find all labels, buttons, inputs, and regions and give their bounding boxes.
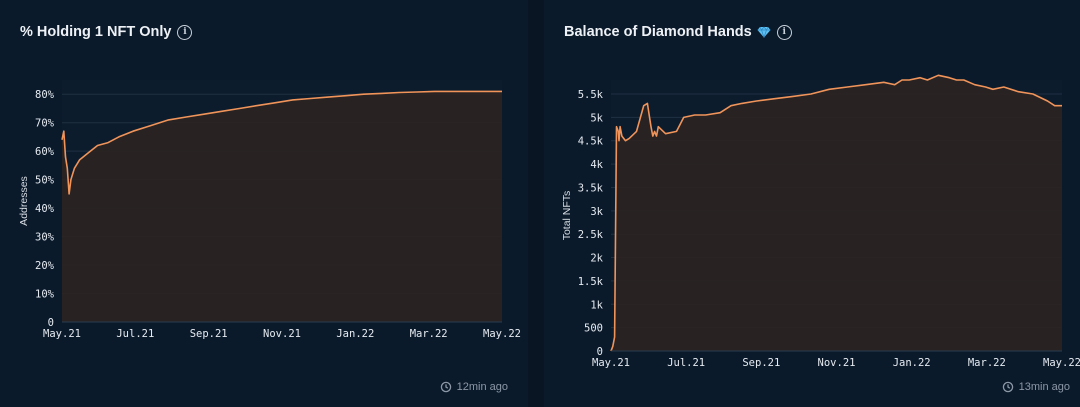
info-icon[interactable]: i [776, 24, 792, 40]
y-tick-label: 30% [35, 232, 55, 244]
y-tick-label: 80% [35, 89, 55, 101]
x-tick-label: Jan.22 [893, 357, 931, 369]
x-tick-label: Mar.22 [968, 357, 1006, 369]
diamond-gem-icon [757, 26, 771, 38]
series-line [610, 74, 1062, 352]
x-tick-label: May.22 [1043, 357, 1080, 369]
x-tick-label: Jan.22 [336, 328, 374, 340]
y-tick-label: 40% [35, 203, 55, 215]
x-tick-label: Jul.21 [116, 328, 154, 340]
y-tick-label: 4k [590, 159, 603, 171]
clock-refresh-icon [440, 381, 451, 393]
updated-timestamp: 12min ago [440, 381, 508, 393]
y-tick-label: 4.5k [578, 136, 604, 148]
chart-title-holding: % Holding 1 NFT Only i [20, 24, 193, 40]
x-tick-label: Nov.21 [818, 357, 856, 369]
clock-refresh-icon [1002, 381, 1013, 393]
y-tick-label: 2.5k [578, 229, 604, 241]
y-tick-label: 0 [48, 317, 54, 329]
x-tick-label: Sep.21 [742, 357, 780, 369]
series-area [62, 91, 502, 323]
chart-diamond-hands: 0 500 1k 1.5k 2k 2.5k 3k 3.5k 4k 4.5k 5k 5.5k May.21… [561, 74, 1080, 369]
y-tick-label: 500 [584, 323, 603, 335]
chart-holding-1-nft: 0 10% 20% 30% 40% 50% 60% 70% 80% May.21 Jul.21 Sep… [18, 80, 521, 340]
y-tick-label: 5k [590, 112, 603, 124]
y-tick-label: 0 [597, 346, 603, 358]
info-icon[interactable]: i [177, 24, 193, 40]
chart-title-text: % Holding 1 NFT Only [20, 24, 172, 40]
y-axis-label: Total NFTs [561, 191, 573, 241]
chart-panel-diamond-hands: Balance of Diamond Hands i 0 500 1k 1.5k 2k 2… [544, 0, 1080, 407]
y-tick-label: 1.5k [578, 276, 604, 288]
updated-timestamp: 13min ago [1002, 381, 1070, 393]
panel-divider [528, 0, 544, 407]
y-tick-label: 50% [35, 175, 55, 187]
chart-title-text: Balance of Diamond Hands [564, 24, 752, 40]
y-tick-label: 2k [590, 253, 603, 265]
chart-panel-holding-1-nft: % Holding 1 NFT Only i 0 10% 20% 30% 40% 50% 6… [0, 0, 528, 407]
y-tick-label: 5.5k [578, 89, 604, 101]
x-tick-label: Jul.21 [667, 357, 705, 369]
series-line [61, 90, 502, 195]
y-tick-label: 10% [35, 289, 55, 301]
y-axis-label: Addresses [18, 176, 30, 226]
updated-text: 13min ago [1018, 381, 1070, 393]
chart-title-diamond: Balance of Diamond Hands i [564, 24, 792, 40]
x-tick-label: Nov.21 [263, 328, 301, 340]
y-tick-label: 60% [35, 146, 55, 158]
updated-text: 12min ago [456, 381, 508, 393]
y-tick-label: 3k [590, 206, 603, 218]
y-tick-label: 20% [35, 260, 55, 272]
y-tick-label: 3.5k [578, 182, 604, 194]
x-tick-label: May.21 [43, 328, 81, 340]
x-tick-label: May.22 [483, 328, 521, 340]
x-tick-label: May.21 [592, 357, 630, 369]
x-tick-label: Sep.21 [190, 328, 228, 340]
x-tick-label: Mar.22 [410, 328, 448, 340]
y-tick-label: 70% [35, 118, 55, 130]
series-area [611, 75, 1062, 352]
y-tick-label: 1k [590, 299, 603, 311]
